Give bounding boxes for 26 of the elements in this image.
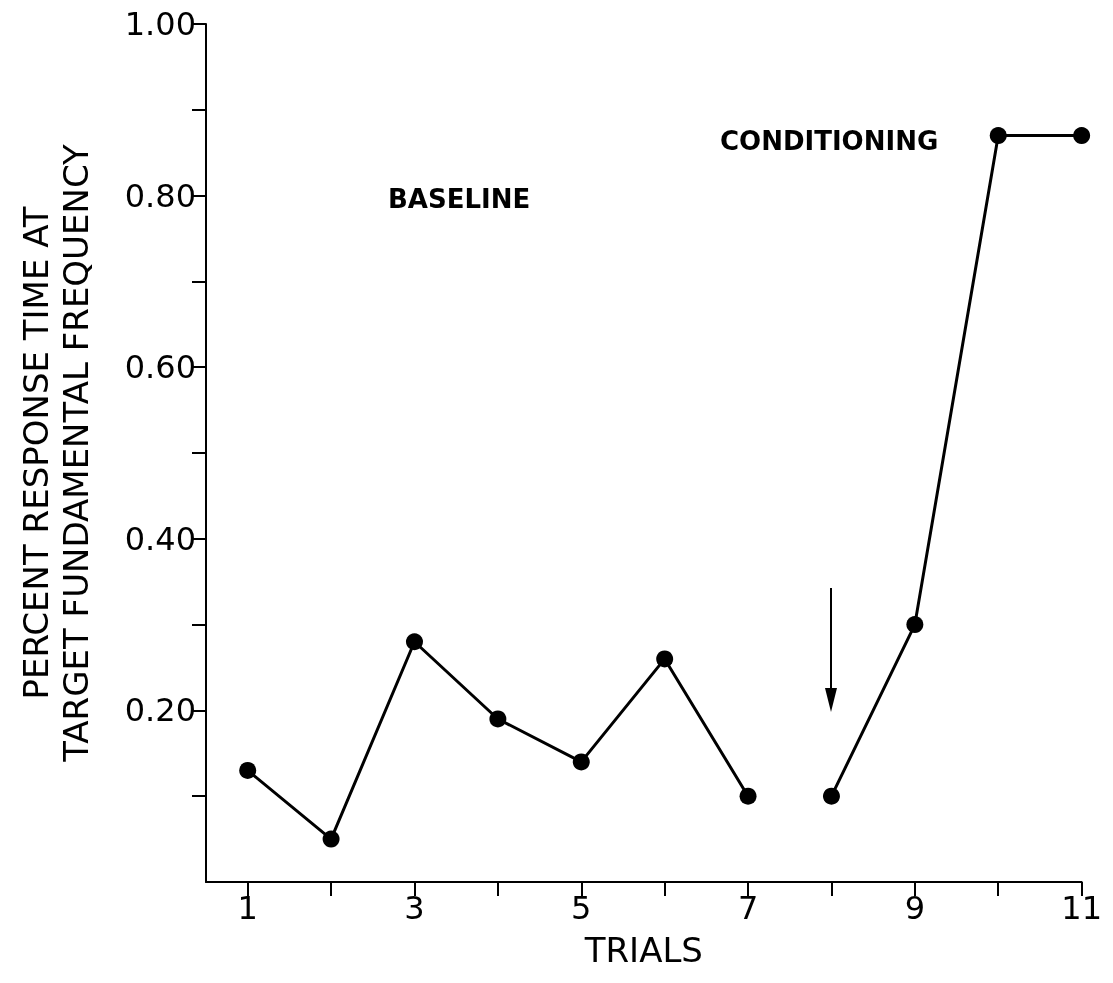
y-tick-label: 0.60 <box>124 348 196 387</box>
y-axis-title: PERCENT RESPONSE TIME AT TARGET FUNDAMENTAL FREQUENCY <box>16 143 96 763</box>
point <box>406 633 423 651</box>
point <box>906 616 924 634</box>
annotation: CONDITIONING <box>720 126 939 156</box>
annotation: BASELINE <box>388 184 531 214</box>
point <box>822 787 840 805</box>
point <box>239 761 257 779</box>
point <box>1073 127 1091 145</box>
x-axis-title: TRIALS <box>583 930 703 970</box>
point <box>989 127 1007 145</box>
y-tick-label: 0.40 <box>124 519 196 558</box>
x-tick-label: 3 <box>404 889 425 927</box>
y-tick-label: 1.00 <box>124 5 196 43</box>
point <box>489 710 507 728</box>
x-tick-label: 5 <box>571 889 592 927</box>
x-tick-label: 7 <box>737 889 759 927</box>
y-tick-label: 0.80 <box>124 176 196 215</box>
point <box>322 830 340 848</box>
x-tick-label: 9 <box>904 889 926 927</box>
point <box>739 787 757 805</box>
x-tick-label: 11 <box>1061 889 1102 927</box>
x-tick-label: 1 <box>237 889 258 927</box>
point <box>656 650 674 668</box>
y-tick-label: 0.20 <box>124 691 196 730</box>
point <box>572 753 590 771</box>
